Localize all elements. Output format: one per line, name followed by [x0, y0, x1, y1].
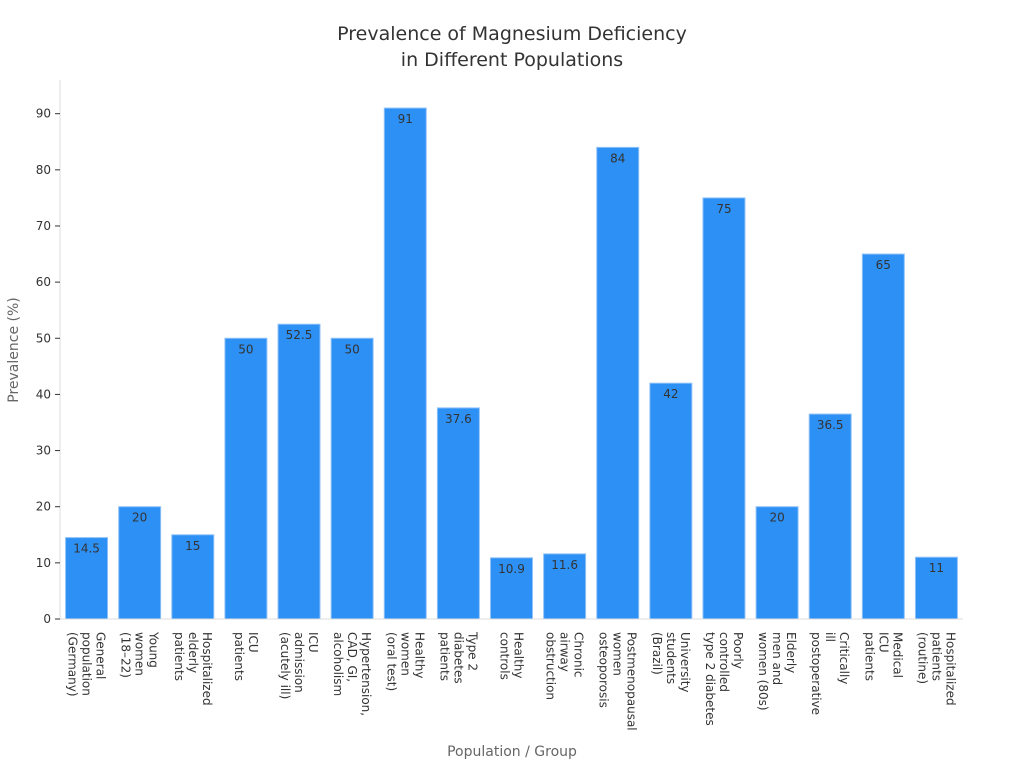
y-tick-label: 80 — [36, 163, 51, 177]
x-tick-label: ICUadmission(acutely ill) — [278, 632, 320, 699]
x-tick-label: Poorlycontrolledtype 2 diabetes — [703, 632, 745, 726]
bar — [383, 107, 427, 620]
y-tick-label: 70 — [36, 219, 51, 233]
x-tick-label: Hospitalizedelderlypatients — [172, 632, 214, 706]
y-tick-label: 40 — [36, 387, 51, 401]
x-tick-label: MedicalICUpatients — [862, 632, 904, 681]
value-label: 75 — [716, 202, 731, 216]
x-tick-label: Chronicairwayobstruction — [544, 632, 586, 700]
value-label: 14.5 — [73, 542, 100, 556]
y-axis-label: Prevalence (%) — [6, 297, 22, 403]
bar — [330, 337, 374, 620]
value-label: 11.6 — [551, 558, 578, 572]
y-tick-label: 60 — [36, 275, 51, 289]
value-label: 36.5 — [817, 418, 844, 432]
value-label: 65 — [876, 258, 891, 272]
value-label: 20 — [769, 511, 784, 525]
value-label: 52.5 — [286, 328, 313, 342]
x-tick-label: Hypertension,CAD, GI,alcoholism — [331, 632, 373, 716]
x-axis-label: Population / Group — [447, 744, 577, 760]
y-tick-label: 10 — [36, 556, 51, 570]
value-label: 42 — [663, 387, 678, 401]
x-tick-label: Postmenopausalwomenosteoporosis — [597, 632, 639, 731]
y-tick-label: 20 — [36, 500, 51, 514]
value-label: 37.6 — [445, 412, 472, 426]
bar — [65, 537, 109, 620]
bar — [914, 556, 958, 620]
y-tick-label: 50 — [36, 331, 51, 345]
x-tick-label: Hospitalizedpatients(routine) — [915, 632, 957, 706]
x-tick-label: Youngwomen(18–22) — [119, 631, 161, 678]
x-tick-label: Healthywomen(oral test) — [384, 632, 426, 691]
bar — [543, 553, 587, 620]
value-label: 50 — [238, 342, 253, 356]
bar — [436, 407, 480, 620]
bar — [755, 506, 799, 620]
x-tick-label: ICUpatients — [232, 632, 260, 681]
value-label: 84 — [610, 151, 625, 165]
x-tick-label: Generalpopulation(Germany) — [66, 632, 108, 697]
x-tick-label: Healthycontrols — [498, 632, 526, 680]
x-tick-label: Elderlymen andwomen (80s) — [756, 632, 798, 711]
value-label: 91 — [398, 112, 413, 126]
chart-title: Prevalence of Magnesium Deficiency in Dif… — [337, 23, 687, 71]
bar — [224, 337, 268, 620]
y-tick-label: 30 — [36, 444, 51, 458]
value-label: 20 — [132, 511, 147, 525]
x-tick-label: Type 2diabetespatients — [437, 631, 479, 684]
bar — [702, 197, 746, 620]
bar — [596, 146, 640, 620]
bar — [277, 323, 321, 620]
x-tick-label: Criticallyillpostoperative — [809, 632, 851, 715]
bar — [118, 506, 162, 620]
y-tick-label: 0 — [43, 612, 51, 626]
value-label: 10.9 — [498, 562, 525, 576]
bar — [490, 557, 533, 620]
value-label: 50 — [345, 342, 360, 356]
bar — [171, 534, 215, 620]
x-tick-label: Universitystudents(Brazil) — [650, 632, 692, 693]
value-label: 15 — [185, 539, 200, 553]
y-tick-label: 90 — [36, 107, 51, 121]
bar — [861, 253, 905, 620]
bar — [649, 382, 693, 620]
bar — [808, 413, 852, 620]
value-label: 11 — [929, 561, 944, 575]
